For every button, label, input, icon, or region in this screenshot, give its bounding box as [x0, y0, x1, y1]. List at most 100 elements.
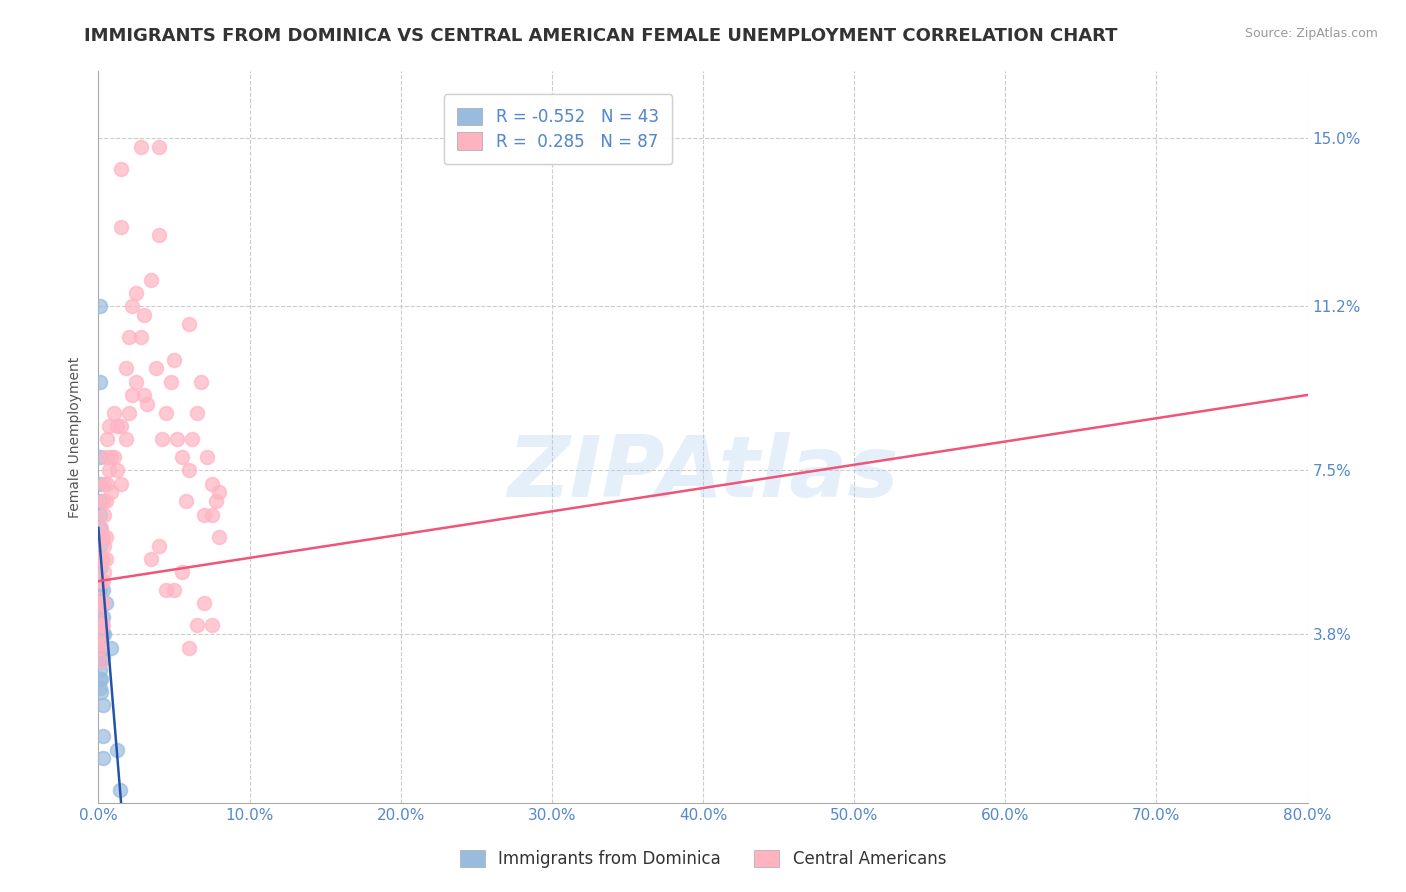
- Point: [96, 476, 118, 491]
- Text: Source: ZipAtlas.com: Source: ZipAtlas.com: [1244, 27, 1378, 40]
- Point: [195, 450, 218, 464]
- Point: [91, 627, 114, 641]
- Point: [94, 552, 117, 566]
- Point: [208, 530, 231, 544]
- Point: [89, 618, 111, 632]
- Point: [89, 375, 111, 389]
- Point: [94, 450, 117, 464]
- Point: [110, 219, 132, 234]
- Point: [93, 566, 115, 580]
- Point: [181, 432, 204, 446]
- Point: [89, 627, 111, 641]
- Point: [90, 654, 112, 668]
- Point: [135, 397, 157, 411]
- Point: [89, 609, 111, 624]
- Point: [201, 618, 224, 632]
- Point: [89, 552, 111, 566]
- Point: [89, 582, 111, 597]
- Point: [114, 361, 136, 376]
- Point: [163, 352, 186, 367]
- Point: [118, 406, 141, 420]
- Point: [89, 574, 111, 589]
- Point: [89, 450, 111, 464]
- Point: [91, 596, 114, 610]
- Point: [91, 494, 114, 508]
- Point: [105, 742, 128, 756]
- Point: [205, 494, 228, 508]
- Point: [125, 285, 148, 300]
- Point: [89, 299, 111, 313]
- Point: [93, 627, 115, 641]
- Point: [141, 552, 163, 566]
- Point: [91, 530, 114, 544]
- Point: [170, 450, 193, 464]
- Point: [148, 228, 170, 243]
- Point: [89, 521, 111, 535]
- Point: [89, 539, 111, 553]
- Point: [121, 299, 143, 313]
- Point: [208, 485, 231, 500]
- Point: [121, 388, 143, 402]
- Point: [201, 476, 224, 491]
- Point: [89, 672, 111, 686]
- Point: [94, 596, 117, 610]
- Point: [114, 432, 136, 446]
- Point: [150, 432, 173, 446]
- Point: [90, 596, 112, 610]
- Point: [94, 494, 117, 508]
- Point: [110, 476, 132, 491]
- Point: [89, 530, 111, 544]
- Point: [100, 485, 122, 500]
- Point: [90, 636, 112, 650]
- Point: [110, 161, 132, 176]
- Point: [90, 672, 112, 686]
- Point: [155, 406, 177, 420]
- Point: [96, 432, 118, 446]
- Point: [89, 627, 111, 641]
- Y-axis label: Female Unemployment: Female Unemployment: [69, 357, 83, 517]
- Point: [186, 618, 208, 632]
- Point: [148, 539, 170, 553]
- Point: [89, 552, 111, 566]
- Point: [89, 600, 111, 615]
- Point: [179, 317, 201, 331]
- Point: [100, 450, 122, 464]
- Point: [93, 539, 115, 553]
- Point: [90, 574, 112, 589]
- Point: [103, 406, 125, 420]
- Point: [90, 685, 112, 699]
- Point: [110, 419, 132, 434]
- Point: [91, 751, 114, 765]
- Point: [89, 508, 111, 522]
- Point: [89, 561, 111, 575]
- Point: [89, 591, 111, 606]
- Point: [93, 508, 115, 522]
- Point: [163, 582, 186, 597]
- Point: [105, 463, 128, 477]
- Point: [89, 681, 111, 695]
- Point: [89, 645, 111, 659]
- Point: [91, 574, 114, 589]
- Point: [89, 663, 111, 677]
- Point: [90, 574, 112, 589]
- Point: [98, 463, 121, 477]
- Point: [193, 508, 215, 522]
- Point: [125, 375, 148, 389]
- Point: [91, 609, 114, 624]
- Point: [89, 476, 111, 491]
- Legend: R = -0.552   N = 43, R =  0.285   N = 87: R = -0.552 N = 43, R = 0.285 N = 87: [444, 95, 672, 164]
- Point: [89, 591, 111, 606]
- Legend: Immigrants from Dominica, Central Americans: Immigrants from Dominica, Central Americ…: [453, 843, 953, 875]
- Point: [89, 530, 111, 544]
- Point: [98, 419, 121, 434]
- Point: [91, 698, 114, 713]
- Point: [91, 649, 114, 664]
- Point: [179, 640, 201, 655]
- Point: [93, 476, 115, 491]
- Point: [132, 308, 155, 322]
- Point: [174, 494, 197, 508]
- Point: [103, 450, 125, 464]
- Point: [90, 596, 112, 610]
- Point: [89, 574, 111, 589]
- Point: [190, 375, 212, 389]
